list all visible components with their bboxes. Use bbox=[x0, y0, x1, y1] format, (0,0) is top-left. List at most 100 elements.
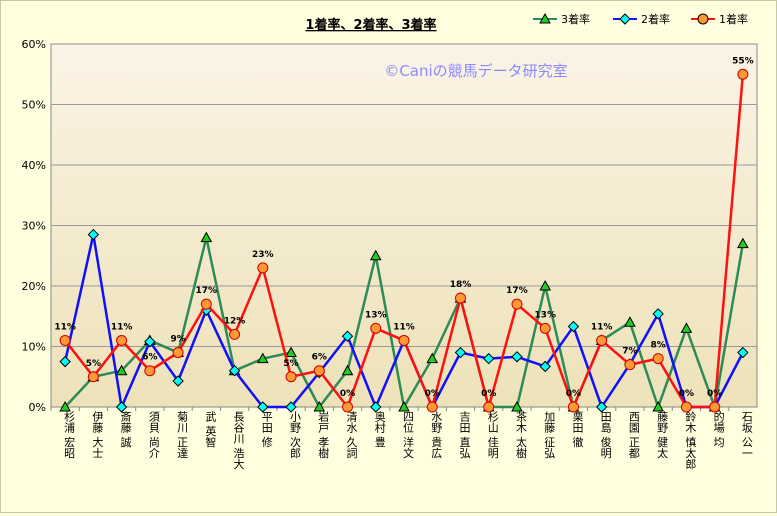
x-axis: 杉浦 宏昭 伊藤 大士 斎藤 誠 須貝 尚介 菊川 正達 武 英智 長谷川 浩大 平田 修 小野… bbox=[50, 407, 753, 470]
y-tick-label: 60% bbox=[22, 38, 46, 51]
data-label: 12% bbox=[224, 316, 246, 326]
data-point bbox=[257, 401, 269, 413]
y-tick-label: 20% bbox=[22, 280, 46, 293]
data-point bbox=[115, 401, 128, 413]
x-tick-label: 栗田 徹 bbox=[571, 411, 584, 448]
data-label: 5% bbox=[86, 359, 101, 369]
x-tick-label: 四位 洋文 bbox=[402, 411, 415, 459]
data-label: 9% bbox=[170, 335, 185, 345]
data-point bbox=[341, 364, 354, 376]
y-tick-label: 40% bbox=[22, 159, 46, 172]
data-point bbox=[87, 228, 100, 241]
x-tick-label: 杉山 佳明 bbox=[486, 410, 499, 459]
data-point bbox=[426, 401, 438, 413]
legend-label: 3着率 bbox=[561, 12, 590, 26]
x-tick-label: 的場 均 bbox=[712, 410, 725, 448]
data-label: 0% bbox=[340, 389, 355, 399]
data-point bbox=[511, 351, 523, 363]
data-point bbox=[426, 352, 439, 364]
series-3 bbox=[59, 68, 749, 413]
x-tick-label: 鈴木 慎太郎 bbox=[684, 410, 697, 470]
x-tick-label: 田島 俊明 bbox=[599, 411, 612, 459]
data-point bbox=[454, 346, 467, 359]
y-tick-label: 30% bbox=[22, 220, 46, 233]
x-tick-label: 茶木 太樹 bbox=[514, 411, 527, 459]
data-point bbox=[709, 401, 721, 413]
x-tick-label: 菊川 正達 bbox=[176, 411, 189, 459]
x-tick-label: 石坂 公一 bbox=[740, 411, 753, 459]
data-point bbox=[511, 400, 523, 412]
x-tick-label: 須貝 尚介 bbox=[147, 411, 160, 459]
data-label: 6% bbox=[142, 353, 157, 363]
x-tick-label: 杉浦 宏昭 bbox=[63, 410, 76, 459]
data-label: 5% bbox=[283, 359, 298, 369]
y-axis: 0% 10% 20% 30% 40% 50% 60% bbox=[22, 38, 46, 414]
data-label: 18% bbox=[450, 280, 472, 290]
data-point bbox=[313, 400, 326, 412]
data-point bbox=[200, 231, 213, 243]
legend-item: 1着率 bbox=[691, 12, 748, 26]
legend-marker bbox=[619, 13, 631, 25]
data-point bbox=[567, 401, 579, 413]
data-label: 8% bbox=[651, 341, 666, 351]
data-point bbox=[652, 400, 665, 412]
data-point bbox=[200, 298, 212, 310]
y-tick-label: 0% bbox=[29, 401, 46, 414]
x-tick-label: 西園 正都 bbox=[627, 411, 640, 459]
data-point bbox=[172, 347, 184, 359]
legend-item: 3着率 bbox=[533, 12, 590, 26]
x-tick-label: 斎藤 誠 bbox=[119, 410, 132, 448]
data-label: 11% bbox=[591, 322, 613, 332]
x-tick-label: 武 英智 bbox=[204, 411, 217, 448]
legend-marker bbox=[697, 13, 709, 25]
data-point bbox=[511, 298, 523, 310]
data-point bbox=[370, 401, 382, 413]
x-tick-label: 伊藤 大士 bbox=[91, 411, 104, 459]
legend-item: 2着率 bbox=[613, 12, 670, 26]
x-tick-label: 吉田 直弘 bbox=[458, 411, 471, 459]
data-point bbox=[228, 364, 241, 377]
data-point bbox=[144, 335, 156, 348]
data-point bbox=[285, 346, 297, 358]
x-tick-label: 岩戸 孝樹 bbox=[317, 410, 330, 459]
data-point bbox=[624, 359, 636, 371]
data-label: 0% bbox=[425, 389, 440, 399]
data-label: 7% bbox=[622, 347, 637, 357]
data-point bbox=[737, 346, 749, 359]
legend: 3着率 2着率 1着率 bbox=[533, 12, 748, 26]
x-tick-label: 小野 次郎 bbox=[289, 411, 302, 459]
data-point bbox=[652, 308, 664, 320]
data-point bbox=[144, 365, 156, 377]
data-point bbox=[369, 249, 382, 261]
data-point bbox=[595, 401, 608, 413]
data-point bbox=[313, 365, 325, 377]
data-label: 13% bbox=[365, 310, 387, 320]
data-point bbox=[454, 292, 466, 304]
data-point bbox=[483, 401, 495, 413]
data-label: 11% bbox=[111, 322, 133, 332]
data-point bbox=[256, 352, 269, 364]
x-tick-label: 加藤 征弘 bbox=[543, 411, 556, 459]
data-label: 11% bbox=[393, 322, 415, 332]
watermark: ©Caniの競馬データ研究室 bbox=[384, 62, 567, 80]
data-label: 0% bbox=[679, 389, 694, 399]
data-point bbox=[59, 400, 71, 412]
data-point bbox=[59, 355, 71, 368]
data-point bbox=[567, 320, 580, 333]
data-label-layer: 11% 5% 11% 6% 9% 17% 12% 23% 5% 6% 0% 13% 11% 0% 18% 0%… bbox=[54, 56, 753, 399]
data-label: 0% bbox=[566, 389, 581, 399]
data-point bbox=[737, 237, 749, 249]
data-label: 11% bbox=[54, 322, 76, 332]
legend-label: 2着率 bbox=[641, 12, 670, 26]
data-point bbox=[539, 279, 552, 291]
data-point bbox=[342, 401, 354, 413]
data-point bbox=[341, 330, 354, 342]
data-label: 17% bbox=[506, 286, 528, 296]
data-label: 55% bbox=[732, 56, 754, 66]
legend-label: 1着率 bbox=[719, 12, 748, 26]
x-tick-label: 水野 貴広 bbox=[430, 411, 443, 459]
data-label: 0% bbox=[481, 389, 496, 399]
data-point bbox=[172, 375, 184, 387]
data-point bbox=[483, 352, 495, 365]
